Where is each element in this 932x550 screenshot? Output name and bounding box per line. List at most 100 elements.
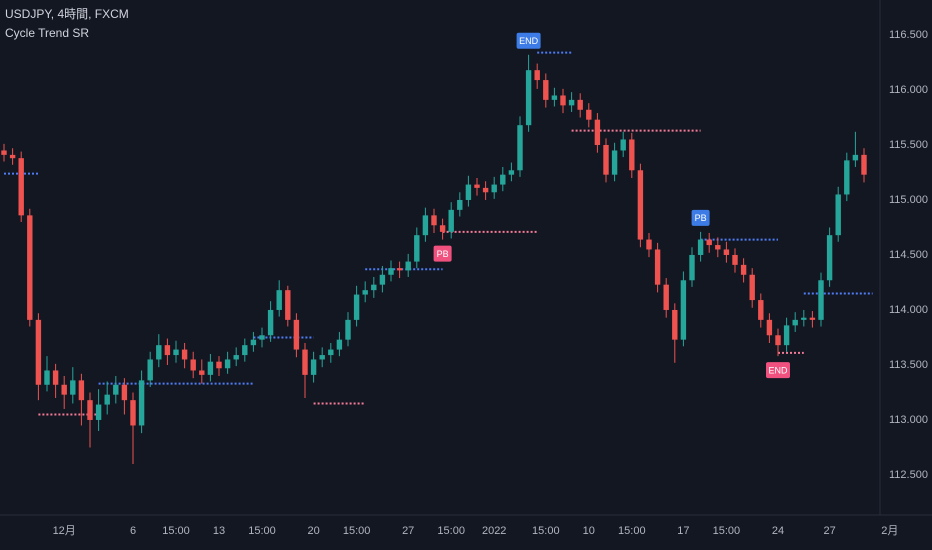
x-tick-label: 13 xyxy=(213,525,225,537)
candle-body xyxy=(199,370,205,375)
candle-body xyxy=(474,184,480,188)
x-tick-label: 24 xyxy=(772,525,784,537)
candle-body xyxy=(78,380,85,401)
signal-label: PB xyxy=(695,213,707,223)
candle-body xyxy=(156,345,162,360)
candle-body xyxy=(783,325,790,346)
candle-body xyxy=(577,99,583,110)
candle-body xyxy=(637,170,644,240)
y-tick-label: 114.000 xyxy=(889,304,928,316)
x-tick-label: 15:00 xyxy=(713,525,741,537)
x-tick-label: 27 xyxy=(402,525,414,537)
candle-body xyxy=(861,154,867,175)
candle-body xyxy=(388,268,394,275)
candle-body xyxy=(87,400,93,420)
symbol-legend: USDJPY, 4時間, FXCM xyxy=(5,7,129,21)
candle-body xyxy=(525,70,532,126)
candle-body xyxy=(629,139,635,171)
candle-body xyxy=(672,309,678,340)
candle-body xyxy=(302,349,308,375)
candle-body xyxy=(27,215,33,320)
candle-body xyxy=(336,339,343,350)
candle-body xyxy=(310,359,317,375)
candle-body xyxy=(852,154,859,161)
candle-body xyxy=(801,317,807,320)
candle-body xyxy=(568,99,575,106)
candle-body xyxy=(371,284,377,291)
candle-body xyxy=(224,359,231,369)
candle-body xyxy=(517,125,523,171)
candle-body xyxy=(362,290,368,295)
x-tick-label: 15:00 xyxy=(437,525,465,537)
candle-body xyxy=(809,317,816,320)
x-tick-label: 15:00 xyxy=(248,525,276,537)
candle-body xyxy=(345,319,351,340)
y-tick-label: 113.000 xyxy=(889,414,928,426)
candle-body xyxy=(826,235,833,281)
candle-body xyxy=(328,349,334,356)
candle-body xyxy=(663,284,669,310)
candle-body xyxy=(792,319,798,326)
candle-body xyxy=(293,319,300,350)
candle-body xyxy=(689,254,695,281)
candle-body xyxy=(405,261,411,271)
candle-body xyxy=(508,170,515,175)
x-tick-label: 15:00 xyxy=(343,525,371,537)
x-tick-label: 15:00 xyxy=(618,525,646,537)
candle-body xyxy=(104,394,110,405)
y-tick-label: 116.000 xyxy=(889,84,928,96)
candle-body xyxy=(147,359,153,381)
x-tick-label: 15:00 xyxy=(162,525,190,537)
signal-badge xyxy=(766,362,790,379)
candle-body xyxy=(138,380,145,426)
indicator-legend: Cycle Trend SR xyxy=(5,26,89,40)
candle-body xyxy=(560,95,566,106)
candle-body xyxy=(818,280,824,320)
x-tick-label: 6 xyxy=(130,525,136,537)
candle-body xyxy=(732,254,738,265)
candle-body xyxy=(396,268,403,271)
candle-body xyxy=(9,154,16,159)
candle-body xyxy=(646,239,652,250)
candle-body xyxy=(448,209,454,232)
candle-body xyxy=(594,119,601,145)
candle-body xyxy=(414,235,420,262)
x-tick-label: 12月 xyxy=(53,525,76,537)
y-tick-label: 114.500 xyxy=(889,249,928,261)
candle-body xyxy=(457,199,463,210)
y-tick-label: 113.500 xyxy=(889,359,928,371)
candle-body xyxy=(164,345,171,356)
candle-body xyxy=(353,294,360,320)
candle-body xyxy=(758,300,764,320)
candle-body xyxy=(697,239,704,255)
candle-body xyxy=(61,384,67,395)
signal-label: PB xyxy=(437,249,449,259)
candle-body xyxy=(113,384,119,395)
candle-body xyxy=(715,245,721,250)
candle-body xyxy=(491,184,497,193)
candle-body xyxy=(844,160,850,195)
signal-badge xyxy=(691,209,710,226)
signal-badge xyxy=(433,245,452,262)
candle-body xyxy=(1,150,7,155)
signal-label: END xyxy=(768,366,788,376)
candle-body xyxy=(250,339,257,346)
candle-body xyxy=(482,187,489,193)
y-tick-label: 115.500 xyxy=(889,139,928,151)
y-tick-label: 112.500 xyxy=(889,469,928,481)
signal-label: END xyxy=(519,36,539,46)
x-tick-label: 17 xyxy=(677,525,689,537)
y-tick-label: 115.000 xyxy=(889,194,928,206)
candle-body xyxy=(216,361,222,369)
candle-body xyxy=(431,215,437,226)
x-tick-label: 27 xyxy=(823,525,835,537)
candle-body xyxy=(173,349,179,356)
candle-body xyxy=(181,349,188,360)
candle-body xyxy=(190,359,196,371)
candle-body xyxy=(422,215,429,236)
candle-body xyxy=(276,290,282,310)
candle-body xyxy=(586,109,592,120)
candle-body xyxy=(52,370,59,385)
candle-body xyxy=(835,194,841,236)
